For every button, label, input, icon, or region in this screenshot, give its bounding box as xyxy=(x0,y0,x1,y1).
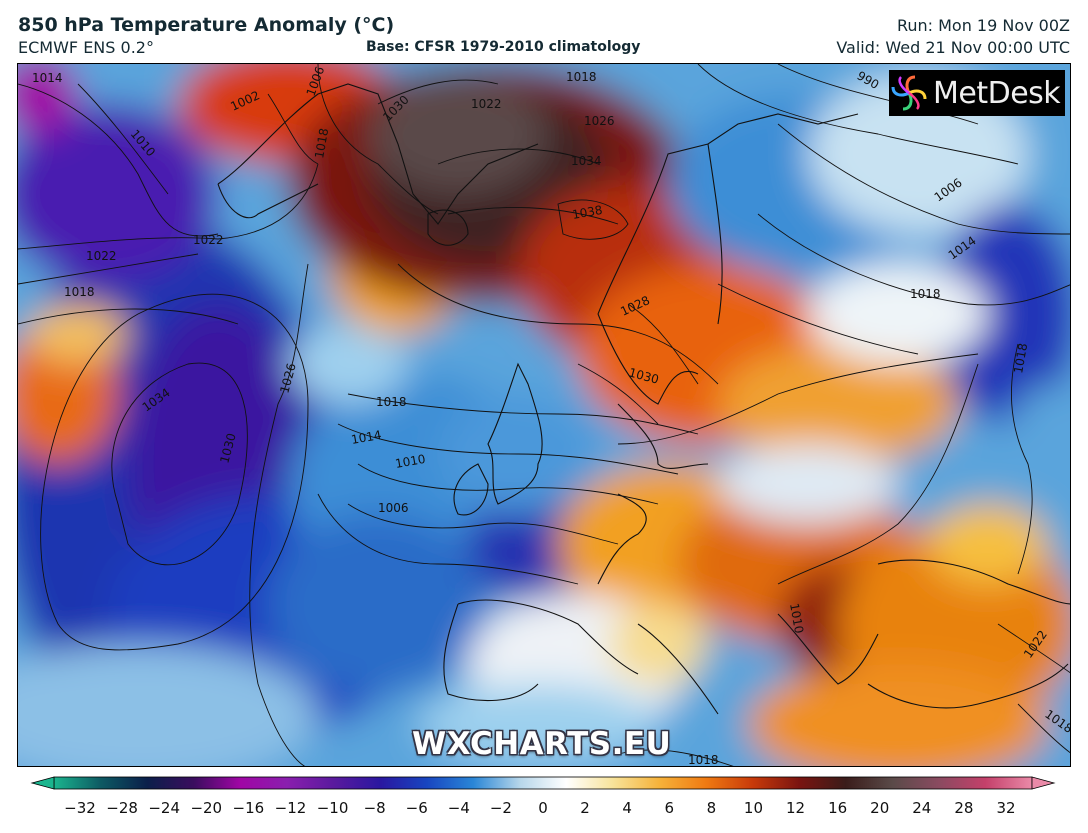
colorbar-tick-label: −6 xyxy=(405,799,428,817)
colorbar-gradient xyxy=(30,776,1056,790)
model-name: ECMWF ENS 0.2° xyxy=(18,38,154,57)
colorbar-tick-label: −8 xyxy=(363,799,386,817)
isobar-label: 1014 xyxy=(350,428,383,447)
colorbar-tick-label: −24 xyxy=(148,799,180,817)
colorbar-tick-label: 20 xyxy=(870,799,890,817)
isobar-label: 1014 xyxy=(32,71,63,85)
colorbar-tick-label: 6 xyxy=(664,799,675,817)
colorbar-tick-label: −32 xyxy=(64,799,96,817)
isobar-label: 1018 xyxy=(312,127,331,160)
isobar-label: 1018 xyxy=(64,285,95,299)
isobar-label: 1018 xyxy=(688,753,719,767)
isobar-label: 1010 xyxy=(394,452,427,471)
colorbar-tick-label: 12 xyxy=(785,799,806,817)
colorbar-max-arrow xyxy=(1031,776,1056,790)
anomaly-map: 1014 1010 1022 1022 1018 1034 1030 1026 … xyxy=(17,63,1071,767)
colorbar-tick-label: −20 xyxy=(190,799,223,817)
isobar-label: 1010 xyxy=(787,602,806,635)
isobar-label: 1034 xyxy=(571,154,602,168)
metdesk-logo: MetDesk xyxy=(889,70,1065,116)
colorbar-tick-label: 24 xyxy=(912,799,932,817)
colorbar-tick-label: 2 xyxy=(580,799,590,817)
valid-time: Valid: Wed 21 Nov 00:00 UTC xyxy=(836,38,1070,57)
metdesk-pinwheel-icon xyxy=(891,75,927,111)
map-canvas: 1014 1010 1022 1022 1018 1034 1030 1026 … xyxy=(18,64,1070,767)
anomaly-field xyxy=(18,64,1070,766)
watermark: WXCHARTS.EU xyxy=(412,726,672,762)
colorbar-tick-label: −10 xyxy=(316,799,349,817)
isobar-label: 1018 xyxy=(566,70,597,84)
colorbar-tick-label: 4 xyxy=(622,799,632,817)
isobar-label: 1018 xyxy=(376,395,407,409)
colorbar-tick-label: 10 xyxy=(743,799,763,817)
colorbar-tick-label: 32 xyxy=(996,799,1016,817)
colorbar-tick-label: 0 xyxy=(538,799,548,817)
logo-text: MetDesk xyxy=(933,75,1061,111)
isobars xyxy=(18,64,1070,766)
isobar-label: 1022 xyxy=(193,233,224,247)
colorbar-tick-label: 8 xyxy=(706,799,717,817)
isobar-label: 1006 xyxy=(378,501,409,515)
isobar-label: 1018 xyxy=(910,287,941,301)
climatology-base: Base: CFSR 1979-2010 climatology xyxy=(366,39,641,55)
colorbar-tick-label: 28 xyxy=(954,799,974,817)
isobar-label: 1022 xyxy=(471,97,502,111)
colorbar-bar xyxy=(53,776,1033,790)
isobar-label: 1018 xyxy=(1011,342,1030,375)
run-time: Run: Mon 19 Nov 00Z xyxy=(896,16,1070,35)
colorbar xyxy=(30,775,1056,799)
isobar-label: 1038 xyxy=(571,203,604,222)
colorbar-tick-label: 16 xyxy=(828,799,848,817)
colorbar-min-arrow xyxy=(30,776,55,790)
isobar-label: 1026 xyxy=(584,114,615,128)
isobar-label: 1022 xyxy=(86,249,117,263)
colorbar-tick-label: −4 xyxy=(447,799,470,817)
map-title: 850 hPa Temperature Anomaly (°C) xyxy=(18,14,395,36)
colorbar-tick-label: −16 xyxy=(232,799,265,817)
colorbar-tick-label: −12 xyxy=(274,799,307,817)
colorbar-tick-label: −28 xyxy=(106,799,138,817)
colorbar-tick-label: −2 xyxy=(489,799,512,817)
